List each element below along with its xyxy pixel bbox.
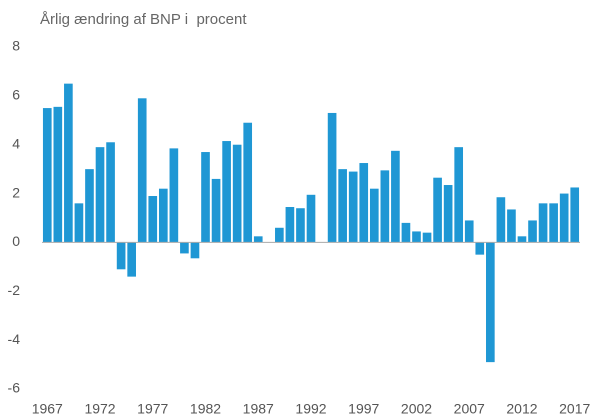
bar: [496, 197, 506, 243]
bar: [158, 188, 168, 243]
bar: [507, 209, 516, 243]
bar: [412, 231, 421, 243]
bar: [211, 178, 221, 243]
x-tick-label: 1997: [348, 401, 379, 417]
x-tick-label: 2012: [506, 401, 537, 417]
bar: [538, 203, 548, 243]
x-tick-label: 1967: [32, 401, 63, 417]
bar: [148, 196, 158, 243]
bar: [401, 222, 411, 243]
bar: [180, 242, 189, 254]
x-tick-label: 1972: [84, 401, 115, 417]
bar: [127, 242, 136, 277]
bar: [106, 142, 115, 243]
bar: [454, 147, 464, 243]
bar: [253, 236, 263, 243]
x-tick-label: 2017: [559, 401, 590, 417]
x-tick-label: 2007: [454, 401, 485, 417]
y-tick-label: 4: [12, 135, 20, 151]
bar: [137, 98, 147, 243]
bar: [391, 150, 400, 243]
bar: [243, 122, 253, 243]
bar: [570, 187, 580, 243]
bar: [285, 207, 295, 243]
chart-title: Årlig ændring af BNP i procent: [40, 11, 247, 28]
bar: [201, 152, 210, 243]
x-tick-label: 1987: [243, 401, 274, 417]
bar: [338, 169, 347, 243]
bar: [190, 242, 200, 259]
bar: [422, 232, 432, 243]
bar: [296, 208, 305, 243]
bar: [464, 220, 474, 243]
y-tick-label: -4: [8, 331, 21, 347]
bar: [475, 242, 485, 255]
bar: [169, 148, 179, 243]
y-tick-label: 2: [12, 184, 20, 200]
x-tick-label: 1992: [295, 401, 326, 417]
bar: [486, 242, 495, 363]
bar: [306, 194, 316, 243]
bar: [433, 177, 442, 243]
bar: [53, 106, 63, 243]
y-tick-label: -2: [8, 282, 21, 298]
bar: [549, 203, 558, 243]
x-tick-label: 1977: [137, 401, 168, 417]
bar: [116, 242, 126, 270]
x-tick-label: 2002: [401, 401, 432, 417]
y-tick-label: 0: [12, 233, 20, 249]
bar: [348, 171, 358, 243]
bar: [232, 144, 242, 243]
bar: [95, 147, 105, 243]
bar: [559, 193, 569, 243]
bar: [517, 236, 527, 243]
bar: [380, 170, 390, 243]
bar: [275, 227, 284, 243]
bar: [369, 188, 379, 243]
bar: [222, 141, 231, 243]
bar: [327, 112, 337, 243]
bar: [42, 108, 52, 243]
bar: [64, 83, 73, 243]
y-tick-label: -6: [8, 380, 21, 396]
bar: [85, 169, 94, 243]
x-tick-label: 1982: [190, 401, 221, 417]
bar: [359, 163, 369, 243]
y-tick-label: 6: [12, 87, 20, 103]
bar: [528, 220, 537, 243]
bar: [443, 185, 453, 243]
y-tick-label: 8: [12, 38, 20, 54]
bar: [74, 203, 84, 243]
